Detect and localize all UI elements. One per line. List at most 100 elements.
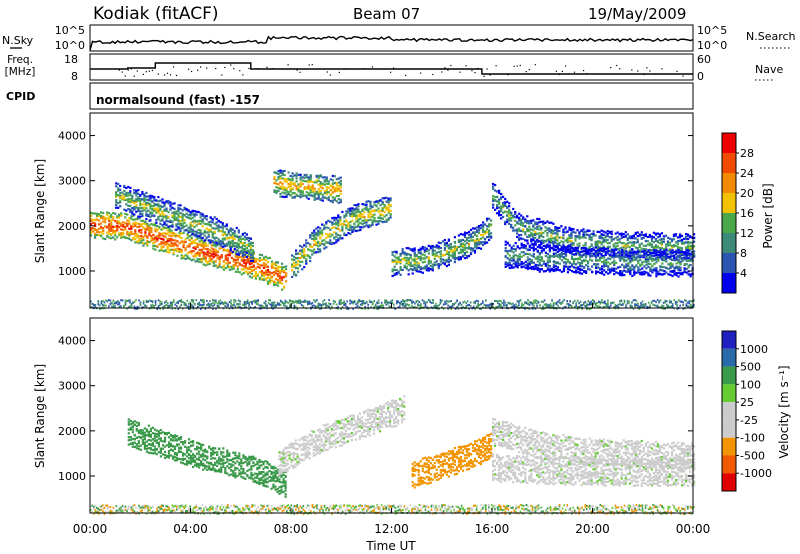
echo-cell [610, 239, 613, 243]
echo-cell [199, 213, 202, 216]
echo-cell [614, 245, 617, 248]
echo-cell [542, 231, 545, 234]
echo-cell [425, 247, 428, 250]
nave-tick-bottom: 0 [697, 70, 704, 83]
echo-cell [681, 257, 684, 260]
echo-cell [332, 302, 335, 305]
echo-cell [615, 261, 618, 264]
echo-cell [602, 239, 605, 242]
echo-cell [676, 242, 680, 245]
echo-cell [361, 226, 364, 229]
echo-cell [135, 299, 137, 302]
echo-cell [256, 262, 259, 265]
echo-cell [431, 267, 434, 270]
echo-cell [223, 237, 226, 240]
echo-cell [272, 262, 276, 265]
echo-cell [365, 206, 368, 209]
echo-cell [634, 241, 637, 244]
echo-cell [552, 249, 555, 252]
echo-cell [405, 265, 408, 268]
echo-cell [331, 305, 333, 308]
echo-cell [190, 242, 193, 245]
echo-cell [120, 232, 123, 235]
echo-cell [528, 260, 531, 264]
echo-cell [439, 258, 442, 261]
echo-cell [558, 243, 561, 246]
echo-cell [676, 254, 680, 257]
echo-cell [189, 225, 192, 228]
echo-cell [200, 257, 203, 260]
echo-cell [405, 256, 408, 259]
echo-cell [627, 264, 630, 267]
echo-cell [357, 208, 360, 211]
echo-cell [131, 196, 134, 199]
echo-cell [655, 275, 658, 278]
echo-cell [285, 268, 288, 271]
echo-cell [642, 234, 645, 237]
echo-cell [358, 299, 360, 302]
echo-cell [305, 239, 308, 242]
echo-cell [352, 300, 354, 303]
echo-cell [685, 259, 688, 262]
echo-cell [534, 241, 537, 244]
echo-cell [463, 253, 467, 256]
echo-cell [473, 243, 477, 247]
echo-cell [477, 238, 481, 242]
echo-cell [588, 252, 591, 255]
echo-cell [369, 218, 372, 221]
echo-cell [510, 216, 513, 220]
echo-cell [203, 229, 206, 232]
echo-cell [473, 233, 477, 236]
echo-cell [200, 304, 202, 307]
echo-cell [219, 302, 222, 305]
echo-cell [357, 214, 360, 217]
echo-cell [528, 228, 531, 231]
echo-cell [423, 246, 426, 249]
echo-cell [473, 241, 477, 244]
echo-cell [367, 224, 370, 227]
echo-cell [512, 214, 515, 217]
echo-cell [214, 252, 217, 255]
echo-cell [685, 235, 688, 238]
echo-cell [168, 245, 171, 248]
echo-cell [560, 251, 563, 254]
echo-cell [231, 250, 234, 254]
echo-cell [98, 223, 101, 226]
echo-cell [144, 233, 147, 236]
echo-cell [251, 256, 254, 259]
echo-cell [208, 255, 211, 258]
echo-cell [165, 215, 168, 218]
echo-cell [299, 196, 302, 199]
echo-cell [96, 228, 99, 232]
echo-cell [150, 227, 153, 230]
echo-cell [631, 253, 634, 256]
echo-cell [254, 272, 257, 275]
echo-cell [532, 239, 535, 242]
echo-cell [544, 254, 547, 258]
echo-cell [475, 241, 479, 244]
echo-cell [272, 274, 276, 277]
echo-cell [679, 272, 682, 275]
echo-cell [522, 262, 525, 265]
echo-cell [339, 183, 342, 187]
echo-cell [556, 261, 559, 264]
echo-cell [136, 236, 139, 239]
echo-cell [218, 258, 221, 261]
echo-cell [604, 239, 607, 242]
echo-cell [305, 245, 308, 248]
echo-cell [518, 238, 521, 241]
echo-cell [637, 270, 640, 273]
echo-cell [191, 209, 194, 212]
echo-cell [327, 182, 330, 185]
echo-cell [411, 304, 413, 307]
echo-cell [427, 252, 430, 255]
echo-cell [307, 186, 310, 189]
echo-cell [117, 206, 120, 209]
echo-cell [617, 272, 620, 275]
echo-cell [367, 219, 370, 222]
echo-cell [231, 233, 234, 236]
echo-cell [264, 273, 268, 276]
echo-cell [687, 259, 690, 262]
echo-cell [604, 236, 607, 239]
echo-cell [263, 301, 265, 304]
